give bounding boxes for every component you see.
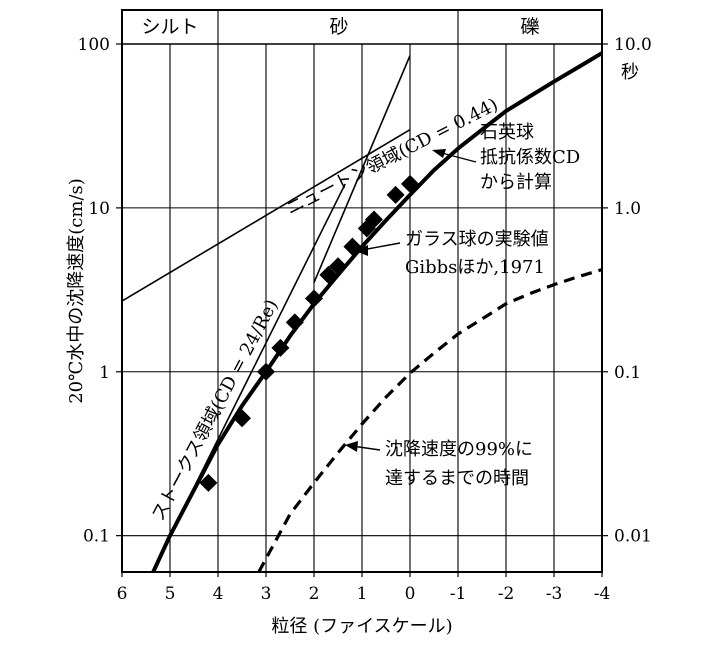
x-tick-label-6: 0 [405, 584, 416, 604]
quartz-annotation: 石英球 抵抗係数CD から計算 [432, 122, 580, 193]
series-line-1 [169, 183, 346, 536]
glass-data-point-5 [305, 289, 323, 308]
glass-arrowhead [355, 245, 368, 256]
y-left-tick-label-1: 1 [99, 363, 110, 383]
y-right-tick-label-0: 0.01 [614, 527, 652, 547]
newton-annotation: ニュートン領域(CD = 0.44) [283, 94, 502, 219]
series-layer [122, 51, 602, 572]
glass-data-point-1 [233, 409, 251, 428]
time-arrowhead [345, 441, 358, 452]
marker-layer [199, 174, 419, 492]
series-line-2 [122, 129, 411, 302]
x-tick-label-0: 6 [117, 584, 128, 604]
stokes-annotation: ストークス領域(CD = 24/Re) [148, 296, 283, 524]
x-tick-label-9: -3 [546, 584, 563, 604]
glass-data-point-7 [329, 257, 347, 276]
quartz-annotation-line-2: 抵抗係数CD [480, 147, 580, 168]
glass-data-point-12 [401, 174, 419, 193]
glass-data-point-0 [199, 473, 218, 492]
x-tick-label-3: 3 [261, 584, 272, 604]
glass-arrow [361, 242, 401, 251]
y-left-axis-title: 20℃水中の沈降速度(cm/s) [66, 178, 87, 404]
x-tick-label-1: 5 [165, 584, 176, 604]
glass-annotation-line-1: ガラス球の実験値 [405, 229, 549, 250]
glass-data-point-11 [386, 185, 405, 204]
grid-lines [122, 10, 602, 572]
time-annotation: 沈降速度の99%に 達するまでの時間 [345, 439, 533, 489]
glass-data-point-3 [271, 338, 290, 357]
x-axis-title: 粒径 (ファイスケール) [271, 616, 452, 637]
quartz-arrowhead [432, 149, 446, 158]
size-class-band: シルト 砂 礫 [141, 16, 539, 38]
glass-data-point-2 [257, 362, 275, 381]
glass-annotation-line-2: Gibbsほか,1971 [405, 257, 545, 278]
series-line-3 [313, 55, 411, 283]
series-line-4 [257, 268, 602, 572]
y-right-tick-label-3: 10.0 [614, 35, 652, 55]
glass-data-point-6 [319, 265, 338, 284]
y-left-tick-label-0: 0.1 [83, 527, 110, 547]
x-tick-label-10: -4 [594, 584, 611, 604]
x-tick-label-8: -2 [498, 584, 515, 604]
glass-data-point-10 [365, 210, 383, 229]
y-left-tick-label-3: 100 [78, 35, 110, 55]
x-tick-label-4: 2 [309, 584, 320, 604]
glass-data-point-4 [285, 313, 304, 332]
quartz-annotation-line-3: から計算 [480, 172, 552, 193]
series-line-0 [151, 51, 602, 572]
time-annotation-line-2: 達するまでの時間 [385, 468, 529, 489]
y-right-axis-ticks: 0.01 0.1 1.0 10.0 [602, 35, 652, 547]
x-tick-label-7: -1 [450, 584, 467, 604]
class-label-sand: 砂 [329, 16, 348, 38]
x-tick-label-2: 4 [213, 584, 224, 604]
class-label-gravel: 礫 [520, 16, 539, 38]
x-tick-label-5: 1 [357, 584, 368, 604]
y-left-axis-ticks: 0.1 1 10 100 [78, 35, 122, 547]
y-right-tick-label-1: 0.1 [614, 363, 641, 383]
y-right-tick-label-2: 1.0 [614, 199, 641, 219]
time-annotation-line-1: 沈降速度の99%に [385, 439, 533, 460]
x-axis-ticks: 6 5 4 3 2 1 0 -1 -2 -3 -4 [117, 572, 611, 604]
y-right-axis-title: 秒 [621, 62, 639, 83]
glass-annotation: ガラス球の実験値 Gibbsほか,1971 [355, 229, 549, 278]
class-label-silt: シルト [141, 16, 198, 38]
quartz-annotation-line-1: 石英球 [480, 122, 534, 143]
y-left-tick-label-2: 10 [88, 199, 110, 219]
